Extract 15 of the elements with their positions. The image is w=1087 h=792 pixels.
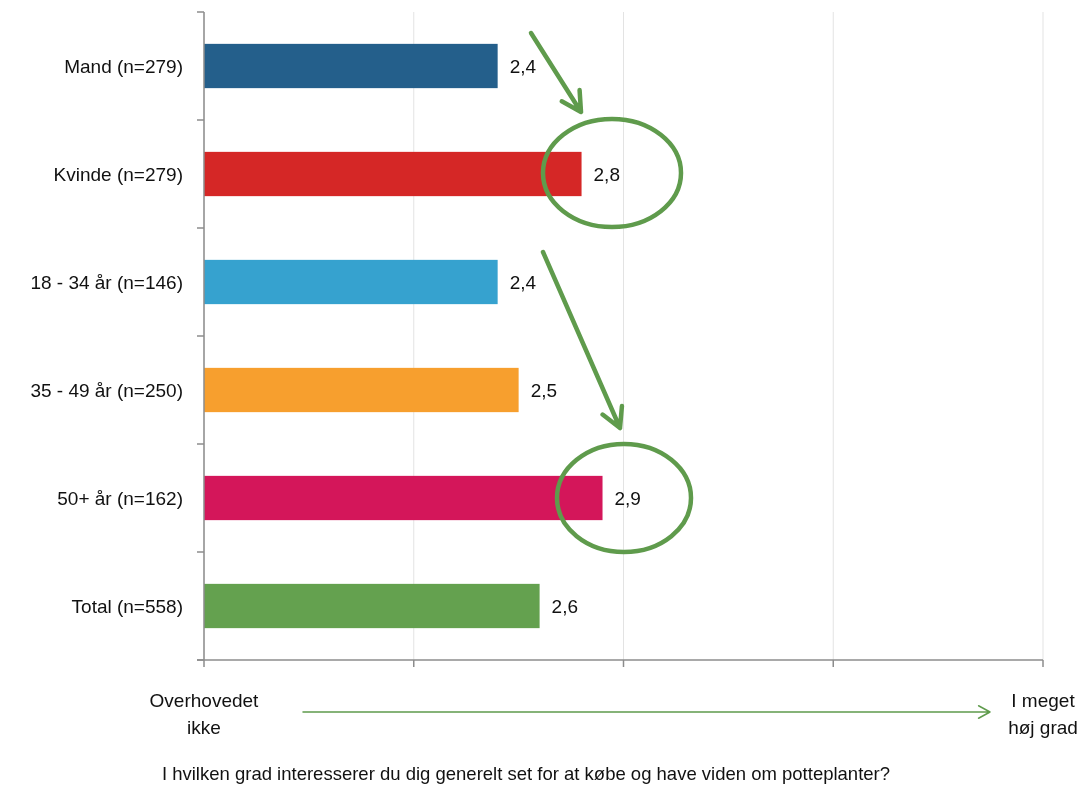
- y-tick-label: Total (n=558): [71, 595, 183, 617]
- data-label: 2,4: [509, 55, 537, 77]
- y-tick-label: Kvinde (n=279): [53, 163, 183, 185]
- text: Overhovedet ikke: [149, 690, 260, 738]
- text: I hvilken grad interesserer du dig generelt set for at købe og have viden om potteplanter?: [161, 763, 891, 784]
- data-label: 2,4: [509, 271, 537, 293]
- y-tick-label: Mand (n=279): [64, 55, 183, 77]
- data-label: 2,5: [530, 379, 558, 401]
- y-tick-label: 50+ år (n=162): [57, 487, 183, 509]
- data-label: 2,8: [593, 163, 620, 185]
- data-label: 2,9: [614, 487, 641, 509]
- y-tick-label: 18 - 34 år (n=146): [30, 271, 183, 293]
- y-tick-label: 35 - 49 år (n=250): [30, 379, 183, 401]
- text: I meget høj grad: [1008, 690, 1078, 738]
- data-label: 2,6: [551, 595, 579, 617]
